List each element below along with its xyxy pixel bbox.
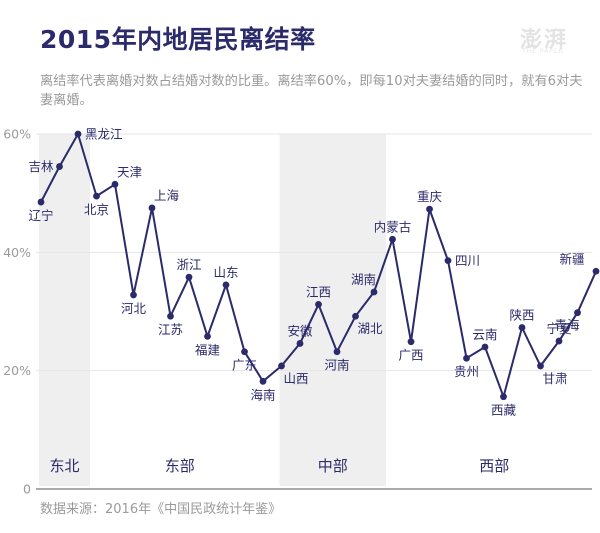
data-point-四川	[444, 257, 452, 265]
data-point-山东	[222, 281, 230, 289]
data-point-上海	[148, 204, 156, 212]
data-point-广东	[241, 348, 248, 356]
data-label-辽宁: 辽宁	[28, 208, 53, 223]
data-point-云南	[481, 343, 489, 351]
data-label-青海: 青海	[554, 318, 580, 333]
data-label-贵州: 贵州	[454, 364, 479, 379]
data-point-广西	[407, 338, 415, 346]
data-source-note: 数据来源：2016年《中国民政统计年鉴》	[40, 502, 282, 517]
data-label-重庆: 重庆	[417, 189, 443, 204]
data-point-西藏	[500, 393, 507, 401]
data-label-广东: 广东	[232, 358, 257, 373]
data-label-海南: 海南	[250, 387, 275, 402]
data-point-安徽	[296, 340, 304, 347]
data-point-重庆	[426, 205, 433, 213]
y-tick-label: 20%	[3, 363, 31, 378]
region-band-中部	[279, 134, 386, 486]
y-tick-label: 0	[23, 482, 31, 497]
data-label-黑龙江: 黑龙江	[85, 127, 123, 142]
data-label-上海: 上海	[154, 188, 180, 203]
data-point-河北	[130, 291, 137, 299]
data-point-江苏	[167, 312, 174, 320]
data-point-海南	[259, 377, 267, 385]
data-point-新疆	[592, 267, 600, 275]
data-label-内蒙古: 内蒙古	[374, 219, 412, 234]
data-point-山西	[278, 362, 285, 370]
data-label-广西: 广西	[398, 348, 423, 363]
data-point-吉林	[56, 163, 63, 170]
data-label-北京: 北京	[84, 202, 109, 217]
data-label-新疆: 新疆	[559, 251, 584, 266]
data-label-浙江: 浙江	[176, 257, 201, 272]
region-label-东部: 东部	[165, 457, 195, 475]
region-label-东北: 东北	[49, 457, 79, 475]
data-label-湖北: 湖北	[358, 321, 384, 336]
data-point-福建	[204, 332, 211, 340]
data-label-江苏: 江苏	[158, 322, 183, 337]
data-point-内蒙古	[389, 235, 396, 243]
data-label-山东: 山东	[213, 265, 238, 280]
chart-subtitle: 离结率代表离婚对数占结婚对数的比重。离结率60%，即每10对夫妻结婚的同时，就有…	[40, 74, 583, 108]
logo-text: 澎湃	[520, 28, 569, 53]
data-label-天津: 天津	[117, 164, 142, 179]
region-band-东北	[39, 134, 90, 486]
region-label-中部: 中部	[318, 457, 348, 475]
data-label-陕西: 陕西	[509, 307, 534, 322]
brand-logo: 澎湃 THE PAPER	[520, 22, 578, 56]
data-point-天津	[111, 180, 119, 188]
data-point-江西	[315, 301, 322, 308]
data-label-河北: 河北	[121, 301, 147, 316]
data-label-四川: 四川	[455, 253, 480, 268]
y-tick-label: 40%	[3, 245, 31, 260]
data-point-甘肃	[537, 362, 544, 370]
chart-title: 2015年内地居民离结率	[40, 25, 316, 54]
data-label-山西: 山西	[284, 371, 309, 386]
data-point-北京	[93, 192, 100, 200]
data-label-湖南: 湖南	[351, 272, 376, 287]
data-label-甘肃: 甘肃	[543, 371, 568, 386]
data-point-辽宁	[37, 198, 45, 206]
data-label-宁夏: 宁夏	[546, 321, 572, 336]
data-label-云南: 云南	[472, 327, 497, 342]
data-point-河南	[333, 348, 341, 356]
region-label-西部: 西部	[479, 457, 509, 475]
data-point-浙江	[185, 273, 193, 281]
data-label-吉林: 吉林	[28, 159, 54, 174]
data-label-西藏: 西藏	[491, 403, 517, 418]
data-point-陕西	[518, 324, 526, 331]
data-label-江西: 江西	[306, 284, 331, 299]
data-point-湖北	[352, 312, 359, 320]
data-point-黑龙江	[74, 130, 82, 138]
logo-subtext: THE PAPER	[522, 48, 564, 55]
y-tick-label: 60%	[3, 127, 31, 142]
data-point-宁夏	[555, 337, 563, 345]
data-point-青海	[574, 309, 581, 317]
data-point-贵州	[463, 354, 470, 362]
data-point-湖南	[370, 288, 378, 296]
data-label-河南: 河南	[324, 358, 349, 373]
data-label-福建: 福建	[195, 342, 221, 357]
data-label-安徽: 安徽	[287, 323, 313, 338]
